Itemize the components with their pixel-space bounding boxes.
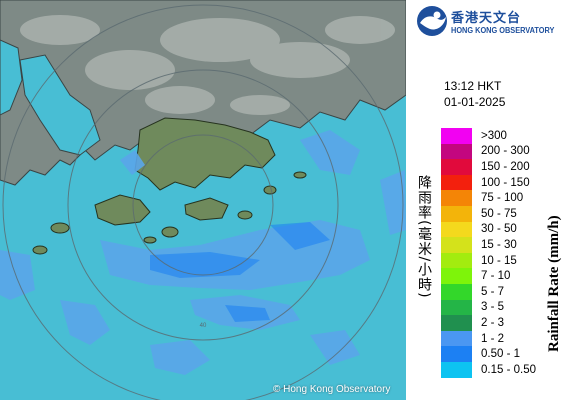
info-panel: 香港天文台 HONG KONG OBSERVATORY 13:12 HKT 01… [406, 0, 577, 400]
legend-label: 10 - 15 [481, 254, 517, 267]
legend-label: 0.15 - 0.50 [481, 363, 536, 376]
legend-row: 30 - 50 [441, 221, 536, 238]
rain-echoes-light [150, 222, 330, 322]
legend-label: >300 [481, 129, 507, 142]
legend-row: 7 - 10 [441, 268, 536, 284]
legend-label: 5 - 7 [481, 285, 505, 298]
legend-row: 5 - 7 [441, 283, 536, 300]
organization-name-chinese: 香港天文台 [451, 11, 522, 26]
legend-swatch [441, 205, 472, 222]
observation-date: 01-01-2025 [444, 95, 506, 109]
observatory-logo[interactable]: 香港天文台 HONG KONG OBSERVATORY [414, 5, 577, 37]
observatory-emblem-icon [417, 6, 447, 36]
legend-row: 3 - 5 [441, 299, 536, 316]
legend-label: 7 - 10 [481, 270, 511, 283]
legend-swatch [441, 268, 472, 284]
outlying-islands [32, 171, 307, 255]
legend-unit-chinese: 降雨率(毫米/小時) [416, 175, 432, 299]
legend-row: 0.15 - 0.50 [441, 361, 536, 378]
legend-label: 15 - 30 [481, 238, 517, 251]
legend-label: 50 - 75 [481, 207, 517, 220]
legend-swatch [441, 174, 472, 191]
range-ring-label: 40 [200, 323, 207, 329]
range-rings [2, 4, 404, 400]
legend-row: 0.50 - 1 [441, 346, 536, 362]
legend-label: 1 - 2 [481, 332, 505, 345]
legend-row: 10 - 15 [441, 252, 536, 269]
legend-label: 2 - 3 [481, 316, 505, 329]
legend-label: 100 - 150 [481, 176, 530, 189]
legend-unit-english: Rainfall Rate (mm/h) [546, 215, 562, 352]
legend-swatch [441, 221, 472, 238]
legend-swatch [441, 143, 472, 160]
legend-row: 1 - 2 [441, 330, 536, 347]
legend-label: 200 - 300 [481, 145, 530, 158]
legend-swatch [441, 237, 472, 253]
legend-label: 30 - 50 [481, 223, 517, 236]
legend-row: 100 - 150 [441, 174, 536, 191]
legend-swatch [441, 346, 472, 362]
legend-row: >300 [441, 128, 536, 144]
legend-label: 75 - 100 [481, 192, 524, 205]
legend-swatch [441, 128, 472, 144]
lantau-island [94, 194, 151, 226]
legend-swatch [441, 190, 472, 206]
observation-time: 13:12 HKT [444, 79, 502, 93]
hong-kong-land [134, 117, 276, 191]
copyright-notice: © Hong Kong Observatory [273, 384, 391, 395]
legend-row: 75 - 100 [441, 190, 536, 206]
legend-swatch [441, 330, 472, 347]
legend-row: 200 - 300 [441, 143, 536, 160]
legend-swatch [441, 159, 472, 175]
legend-swatch [441, 283, 472, 300]
legend-swatch [441, 315, 472, 331]
legend-row: 150 - 200 [441, 159, 536, 175]
legend-label: 150 - 200 [481, 160, 530, 173]
legend-label: 3 - 5 [481, 301, 505, 314]
hk-island [184, 197, 229, 221]
estuary [19, 54, 101, 156]
legend-row: 2 - 3 [441, 315, 536, 331]
radar-image: 40 [0, 0, 406, 400]
legend-swatch [441, 299, 472, 316]
legend-row: 15 - 30 [441, 237, 536, 253]
legend-swatch [441, 361, 472, 378]
legend-swatch [441, 252, 472, 269]
legend-label: 0.50 - 1 [481, 348, 520, 361]
legend-row: 50 - 75 [441, 205, 536, 222]
organization-name-english: HONG KONG OBSERVATORY [451, 26, 555, 35]
bay-west [0, 39, 23, 116]
radar-map[interactable]: 40 © Hong Kong Observatory [0, 0, 406, 400]
rainfall-legend: >300 200 - 300 150 - 200 100 - 150 75 - 100 5… [441, 128, 536, 378]
